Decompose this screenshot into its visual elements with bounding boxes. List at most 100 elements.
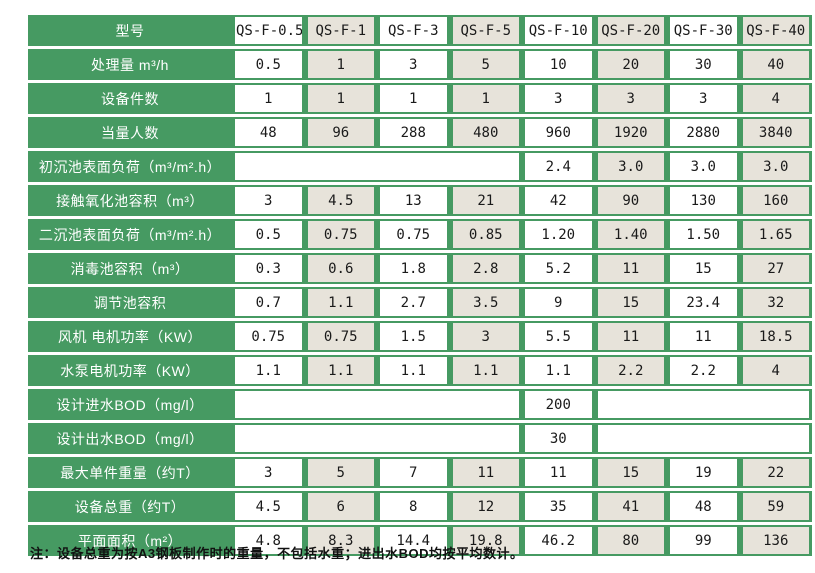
data-cell: 3 [449,321,522,352]
data-cell: 11 [594,321,667,352]
data-cell: 136 [739,525,812,556]
row-label: 水泵电机功率（KW） [28,355,232,386]
data-cell: 2.2 [667,355,740,386]
data-cell: 1.1 [522,355,595,386]
table-row: 设计进水BOD（mg/l） 200 [28,389,812,420]
table-row: 设备总重（约T） 4.5 6 8 12 35 41 48 59 [28,491,812,522]
header-row: 型号 QS-F-0.5 QS-F-1 QS-F-3 QS-F-5 QS-F-10 QS-F-… [28,15,812,46]
data-cell: 7 [377,457,450,488]
data-cell: 4 [739,355,812,386]
data-cell: 15 [594,457,667,488]
data-cell: 48 [232,117,305,148]
data-cell: 30 [667,49,740,80]
data-cell: 480 [449,117,522,148]
empty-cell [232,423,522,454]
data-cell: 3 [594,83,667,114]
row-label: 处理量 m³/h [28,49,232,80]
row-label: 当量人数 [28,117,232,148]
data-cell: 11 [522,457,595,488]
data-cell: 11 [449,457,522,488]
row-label: 调节池容积 [28,287,232,318]
data-cell: 30 [522,423,595,454]
row-label: 接触氧化池容积（m³） [28,185,232,216]
data-cell: 1.65 [739,219,812,250]
data-cell: 0.6 [304,253,377,284]
data-cell: 14.4 [377,525,450,556]
data-cell: 0.5 [232,49,305,80]
footnote: 注：设备总重为按A3钢板制作时的重量，不包括水重；进出水BOD均按平均数计。 [30,546,524,561]
data-cell: 2.7 [377,287,450,318]
spec-table: 型号 QS-F-0.5 QS-F-1 QS-F-3 QS-F-5 QS-F-10 QS-F-… [28,12,812,559]
data-cell: 9 [522,287,595,318]
data-cell: 41 [594,491,667,522]
empty-cell [232,389,522,420]
data-cell: 19.8 [449,525,522,556]
data-cell: 13 [377,185,450,216]
data-cell: 0.5 [232,219,305,250]
data-cell: 1 [232,83,305,114]
row-label: 风机 电机功率（KW） [28,321,232,352]
data-cell: 1.1 [304,355,377,386]
data-cell: 0.3 [232,253,305,284]
data-cell: 2.2 [594,355,667,386]
model-header-cell: QS-F-1 [304,15,377,46]
data-cell: 12 [449,491,522,522]
row-label: 初沉池表面负荷（m³/m².h） [28,151,232,182]
data-cell: 15 [667,253,740,284]
data-cell: 8 [377,491,450,522]
data-cell: 0.75 [232,321,305,352]
data-cell: 0.75 [304,321,377,352]
table-row: 处理量 m³/h 0.5 1 3 5 10 20 30 40 [28,49,812,80]
data-cell: 1 [304,83,377,114]
data-cell: 288 [377,117,450,148]
data-cell: 1.50 [667,219,740,250]
data-cell: 2.8 [449,253,522,284]
table-row: 水泵电机功率（KW） 1.1 1.1 1.1 1.1 1.1 2.2 2.2 4 [28,355,812,386]
table-row: 二沉池表面负荷（m³/m².h） 0.5 0.75 0.75 0.85 1.20 1.40 1… [28,219,812,250]
data-cell: 40 [739,49,812,80]
data-cell: 3 [522,83,595,114]
model-header-cell: QS-F-30 [667,15,740,46]
table-row: 设备件数 1 1 1 1 3 3 3 4 [28,83,812,114]
data-cell: 18.5 [739,321,812,352]
row-label: 平面面积（m²） [28,525,232,556]
model-header-cell: QS-F-10 [522,15,595,46]
data-cell: 96 [304,117,377,148]
model-header-cell: QS-F-3 [377,15,450,46]
data-cell: 32 [739,287,812,318]
data-cell: 27 [739,253,812,284]
data-cell: 3.5 [449,287,522,318]
table-row: 风机 电机功率（KW） 0.75 0.75 1.5 3 5.5 11 11 18.5 [28,321,812,352]
table-row: 调节池容积 0.7 1.1 2.7 3.5 9 15 23.4 32 [28,287,812,318]
data-cell: 3 [667,83,740,114]
data-cell: 0.75 [304,219,377,250]
spec-table-body: 型号 QS-F-0.5 QS-F-1 QS-F-3 QS-F-5 QS-F-10 QS-F-… [28,15,812,556]
data-cell: 0.7 [232,287,305,318]
data-cell: 4.8 [232,525,305,556]
data-cell: 200 [522,389,595,420]
row-label: 消毒池容积（m³） [28,253,232,284]
data-cell: 59 [739,491,812,522]
data-cell: 130 [667,185,740,216]
data-cell: 35 [522,491,595,522]
data-cell: 20 [594,49,667,80]
data-cell: 1 [304,49,377,80]
table-row: 消毒池容积（m³） 0.3 0.6 1.8 2.8 5.2 11 15 27 [28,253,812,284]
empty-cell [232,151,522,182]
data-cell: 160 [739,185,812,216]
data-cell: 0.75 [377,219,450,250]
data-cell: 4 [739,83,812,114]
table-row: 最大单件重量（约T） 3 5 7 11 11 15 19 22 [28,457,812,488]
data-cell: 5.2 [522,253,595,284]
row-label: 二沉池表面负荷（m³/m².h） [28,219,232,250]
empty-cell [594,389,812,420]
row-label: 设计出水BOD（mg/l） [28,423,232,454]
data-cell: 1 [449,83,522,114]
data-cell: 960 [522,117,595,148]
data-cell: 5 [449,49,522,80]
data-cell: 1.1 [449,355,522,386]
data-cell: 1.1 [304,287,377,318]
table-row: 当量人数 48 96 288 480 960 1920 2880 3840 [28,117,812,148]
data-cell: 2880 [667,117,740,148]
data-cell: 90 [594,185,667,216]
